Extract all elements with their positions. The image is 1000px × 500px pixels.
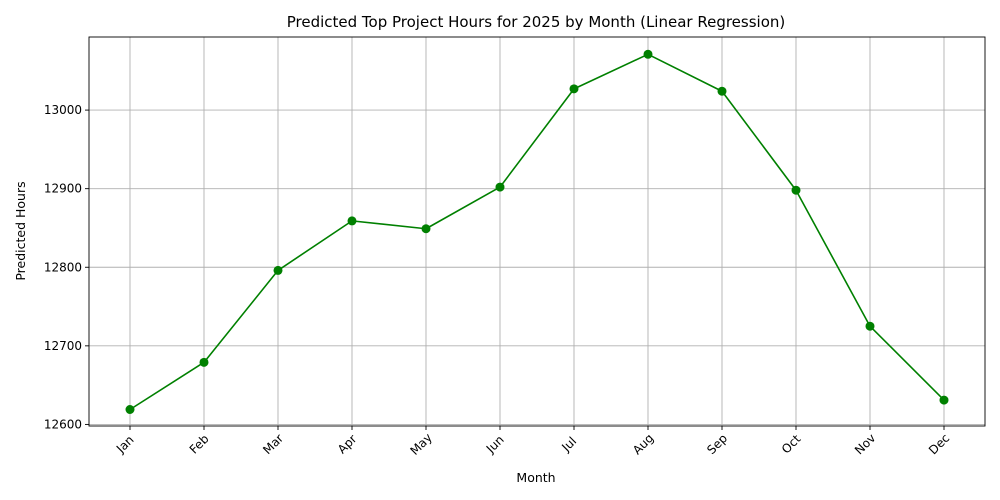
data-point-mar [273,265,283,275]
grid-layer [89,37,985,426]
y-tick-label: 12900 [44,182,82,196]
data-point-jan [125,404,135,414]
y-tick-label: 13000 [44,103,82,117]
data-point-jul [569,84,579,94]
y-tick-label: 12800 [44,260,82,274]
data-point-may [421,224,431,234]
data-point-feb [199,357,209,367]
y-tick-label: 12700 [44,339,82,353]
y-axis-label: Predicted Hours [13,181,28,280]
y-tick-label: 12600 [44,417,82,431]
data-point-oct [791,185,801,195]
data-point-nov [865,321,875,331]
data-point-aug [643,49,653,59]
data-point-jun [495,182,505,192]
series-line [129,53,945,411]
chart-title: Predicted Top Project Hours for 2025 by … [287,13,786,31]
data-point-apr [347,216,357,226]
series-layer [125,49,949,414]
data-point-dec [939,395,949,405]
plot-frame [88,36,986,427]
data-point-sep [717,86,727,96]
x-axis-label: Month [516,470,555,485]
